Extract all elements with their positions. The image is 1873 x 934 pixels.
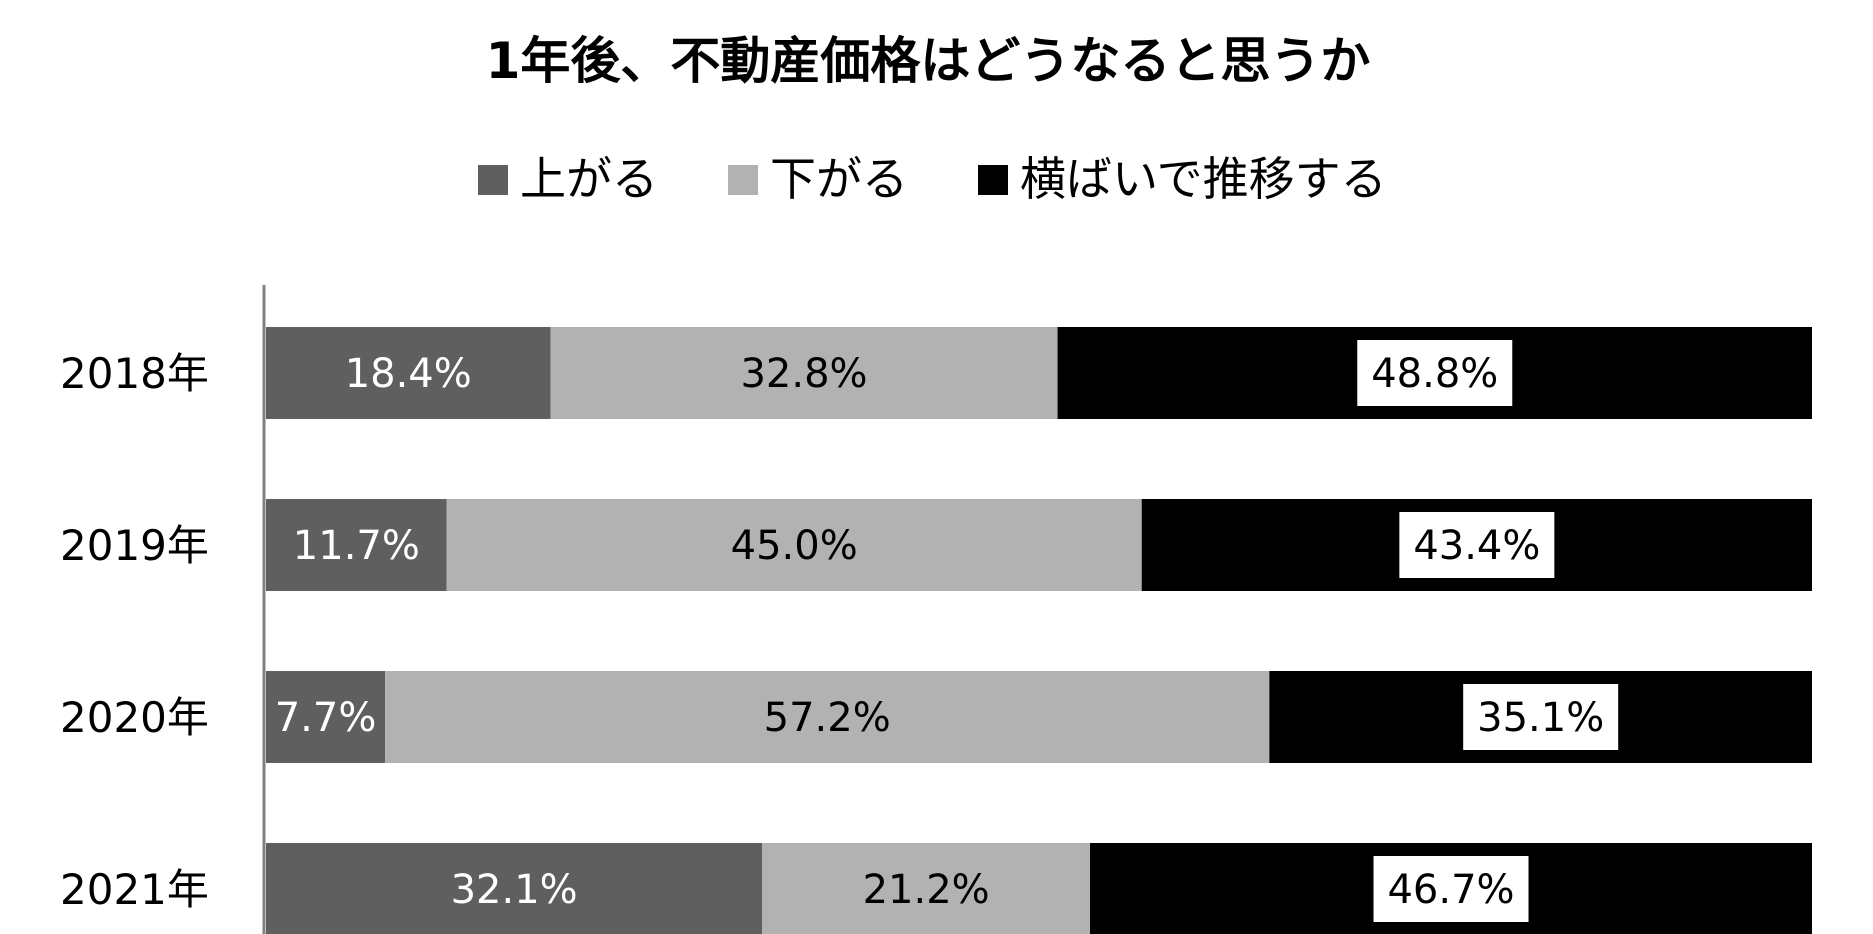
data-label: 32.8% (740, 351, 867, 397)
data-label: 48.8% (1371, 351, 1498, 397)
y-tick-label: 2020年 (60, 693, 209, 742)
data-label: 21.2% (863, 867, 990, 913)
data-label-box (1463, 684, 1619, 750)
data-label: 45.0% (731, 523, 858, 569)
y-tick-label: 2018年 (60, 349, 209, 398)
bars: 18.4% 32.8% 48.8% 11.7% 45.0% 43.4% 7.7% 57.2% 3… (266, 327, 1812, 934)
bar-segment (266, 671, 386, 763)
legend: 上がる 下がる 横ばいで推移する (478, 152, 1387, 206)
legend-swatch-1 (478, 165, 508, 195)
legend-label-2: 下がる (770, 152, 908, 206)
data-label: 43.4% (1413, 523, 1540, 569)
data-label: 11.7% (293, 523, 420, 569)
data-label-box (1399, 512, 1555, 578)
data-label: 35.1% (1477, 695, 1604, 741)
bar-segment (266, 843, 763, 934)
y-tick-label: 2019年 (60, 521, 209, 570)
data-label-box (1373, 856, 1529, 922)
legend-label-3: 横ばいで推移する (1020, 152, 1387, 206)
data-label-box (1357, 340, 1513, 406)
chart-title: 1年後、不動産価格はどうなると思うか (486, 32, 1371, 90)
bar-segment (385, 671, 1270, 763)
bar-segment (266, 327, 551, 419)
bar-segment (266, 499, 447, 591)
data-label: 7.7% (275, 695, 377, 741)
y-tick-label: 2021年 (60, 865, 209, 914)
legend-swatch-3 (978, 165, 1008, 195)
bar-segment (550, 327, 1058, 419)
y-axis: 2018年 2019年 2020年 2021年 (60, 285, 266, 934)
data-label: 57.2% (764, 695, 891, 741)
data-label: 18.4% (345, 351, 472, 397)
legend-label-1: 上がる (520, 152, 658, 206)
data-label: 46.7% (1387, 867, 1514, 913)
bar-segment (446, 499, 1142, 591)
data-label: 32.1% (451, 867, 578, 913)
bar-segment (762, 843, 1091, 934)
legend-swatch-2 (728, 165, 758, 195)
